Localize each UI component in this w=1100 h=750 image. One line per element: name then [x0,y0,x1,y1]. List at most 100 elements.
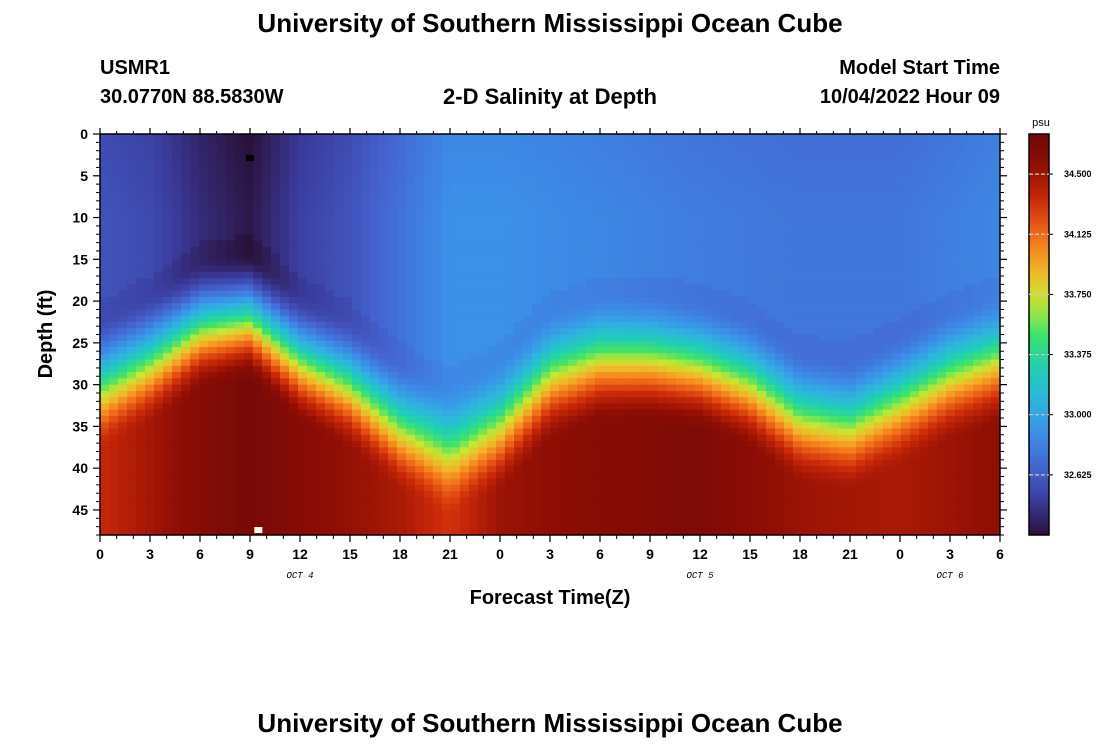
heatmap-cell [100,165,110,173]
heatmap-cell [568,221,578,229]
heatmap-cell [226,215,236,223]
heatmap-cell [190,334,200,342]
heatmap-cell [271,190,281,198]
heatmap-cell [784,202,794,210]
heatmap-cell [550,278,560,285]
heatmap-cell [307,415,317,423]
heatmap-cell [505,491,515,499]
heatmap-cell [307,227,317,235]
heatmap-cell [118,240,128,248]
heatmap-cell [523,384,533,392]
heatmap-cell [469,353,479,361]
heatmap-cell [577,184,587,191]
heatmap-cell [208,202,218,210]
heatmap-cell [343,491,353,499]
heatmap-cell [199,359,209,367]
heatmap-cell [541,165,551,173]
heatmap-cell [739,441,749,448]
heatmap-cell [406,384,416,392]
heatmap-cell [613,309,623,317]
heatmap-cell [550,365,560,373]
heatmap-cell [793,384,803,392]
heatmap-cell [136,441,146,448]
heatmap-cell [604,503,614,511]
heatmap-cell [199,441,209,448]
heatmap-cell [631,434,641,442]
heatmap-cell [325,372,335,379]
heatmap-cell [343,290,353,298]
heatmap-cell [298,491,308,499]
heatmap-cell [145,227,155,235]
heatmap-cell [190,347,200,354]
heatmap-cell [370,321,380,329]
heatmap-cell [595,509,605,517]
heatmap-cell [505,271,515,279]
heatmap-cell [109,422,119,430]
heatmap-cell [127,246,137,254]
heatmap-cell [316,296,326,304]
heatmap-cell [433,184,443,191]
heatmap-cell [676,328,686,336]
heatmap-cell [172,177,182,185]
heatmap-cell [343,315,353,323]
heatmap-cell [739,528,749,535]
heatmap-cell [316,240,326,248]
heatmap-cell [541,384,551,392]
heatmap-cell [694,447,704,455]
heatmap-cell [190,134,200,141]
heatmap-cell [379,284,389,292]
heatmap-cell [172,384,182,392]
heatmap-cell [208,165,218,173]
heatmap-cell [793,184,803,191]
heatmap-cell [433,516,443,524]
heatmap-cell [334,484,344,492]
heatmap-cell [469,146,479,154]
heatmap-cell [379,378,389,386]
heatmap-cell [172,209,182,217]
heatmap-cell [784,265,794,273]
heatmap-cell [523,253,533,260]
heatmap-cell [127,340,137,348]
heatmap-cell [667,484,677,492]
heatmap-cell [721,491,731,499]
heatmap-cell [793,165,803,173]
heatmap-cell [388,196,398,204]
heatmap-cell [559,271,569,279]
heatmap-cell [694,428,704,436]
heatmap-cell [784,353,794,361]
heatmap-cell [262,134,272,141]
heatmap-cell [613,528,623,535]
heatmap-cell [271,472,281,480]
heatmap-cell [307,403,317,411]
heatmap-cell [172,347,182,354]
heatmap-cell [595,409,605,417]
heatmap-cell [541,184,551,191]
heatmap-cell [730,397,740,405]
heatmap-cell [523,234,533,242]
heatmap-cell [172,491,182,499]
heatmap-cell [397,365,407,373]
heatmap-cell [109,215,119,223]
heatmap-cell [172,202,182,210]
heatmap-cell [514,328,524,336]
heatmap-cell [253,165,263,173]
heatmap-cell [208,271,218,279]
heatmap-cell [667,177,677,185]
heatmap-cell [388,271,398,279]
heatmap-cell [361,409,371,417]
heatmap-cell [235,202,245,210]
heatmap-cell [307,528,317,535]
heatmap-cell [262,146,272,154]
heatmap-cell [298,428,308,436]
heatmap-cell [325,422,335,430]
heatmap-cell [514,372,524,379]
heatmap-cell [568,484,578,492]
heatmap-cell [505,397,515,405]
heatmap-cell [424,441,434,448]
heatmap-cell [604,303,614,311]
heatmap-cell [649,315,659,323]
heatmap-cell [478,478,488,486]
heatmap-cell [235,397,245,405]
heatmap-cell [748,340,758,348]
heatmap-cell [208,491,218,499]
